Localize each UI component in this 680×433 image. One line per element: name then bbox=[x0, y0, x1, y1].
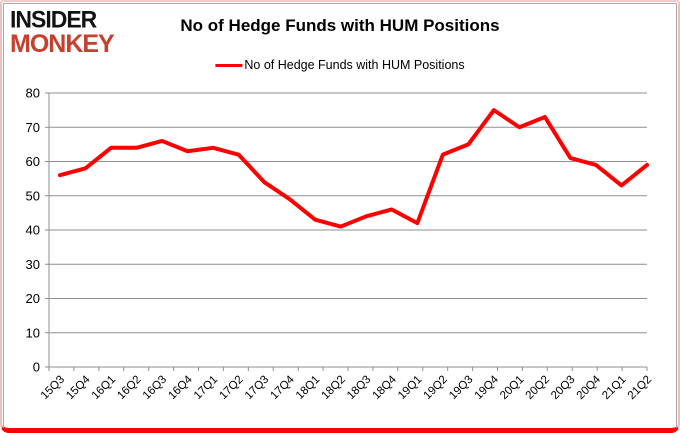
y-axis-label: 0 bbox=[33, 360, 40, 375]
x-axis-label: 18Q1 bbox=[294, 374, 322, 402]
y-axis-label: 10 bbox=[26, 325, 40, 340]
x-axis-label: 16Q4 bbox=[166, 373, 195, 402]
card-inner-border bbox=[3, 3, 677, 428]
x-axis-label: 20Q3 bbox=[549, 374, 577, 402]
x-axis-label: 17Q3 bbox=[243, 374, 271, 402]
x-axis-label: 15Q3 bbox=[39, 374, 67, 402]
x-axis-label: 21Q2 bbox=[626, 374, 654, 402]
x-axis-label: 19Q4 bbox=[473, 373, 502, 402]
legend: No of Hedge Funds with HUM Positions bbox=[215, 58, 465, 72]
logo-text-monkey: MONKEY bbox=[10, 30, 115, 58]
y-axis-label: 30 bbox=[26, 257, 40, 272]
x-axis-label: 20Q4 bbox=[575, 373, 604, 402]
x-axis-label: 19Q2 bbox=[422, 374, 450, 402]
x-axis-label: 17Q4 bbox=[268, 373, 297, 402]
x-axis-label: 18Q4 bbox=[371, 373, 400, 402]
y-axis-label: 40 bbox=[26, 223, 40, 238]
x-axis-label: 16Q1 bbox=[90, 374, 118, 402]
y-axis-label: 80 bbox=[26, 86, 40, 101]
y-axis-label: 60 bbox=[26, 154, 40, 169]
x-axis-label: 18Q2 bbox=[319, 374, 347, 402]
legend-label: No of Hedge Funds with HUM Positions bbox=[244, 58, 465, 72]
y-axis-label: 70 bbox=[26, 120, 40, 135]
chart-title: No of Hedge Funds with HUM Positions bbox=[180, 16, 500, 35]
x-axis-label: 15Q4 bbox=[64, 373, 93, 402]
x-axis-label: 17Q2 bbox=[217, 374, 245, 402]
x-axis-label: 16Q3 bbox=[141, 374, 169, 402]
x-axis-label: 20Q1 bbox=[498, 374, 526, 402]
y-axis-label: 50 bbox=[26, 188, 40, 203]
x-axis-label: 17Q1 bbox=[192, 374, 220, 402]
x-axis-label: 19Q3 bbox=[447, 374, 475, 402]
x-axis-label: 16Q2 bbox=[115, 374, 143, 402]
x-axis-label: 21Q1 bbox=[600, 374, 628, 402]
x-axis-label: 19Q1 bbox=[396, 374, 424, 402]
x-axis-label: 18Q3 bbox=[345, 374, 373, 402]
insider-monkey-logo: INSIDER MONKEY bbox=[10, 5, 115, 58]
series-line bbox=[58, 108, 649, 229]
logo-text-insider: INSIDER bbox=[10, 5, 97, 33]
x-axis-label: 20Q2 bbox=[524, 374, 552, 402]
y-axis-label: 20 bbox=[26, 291, 40, 306]
legend-line-swatch bbox=[215, 63, 243, 67]
